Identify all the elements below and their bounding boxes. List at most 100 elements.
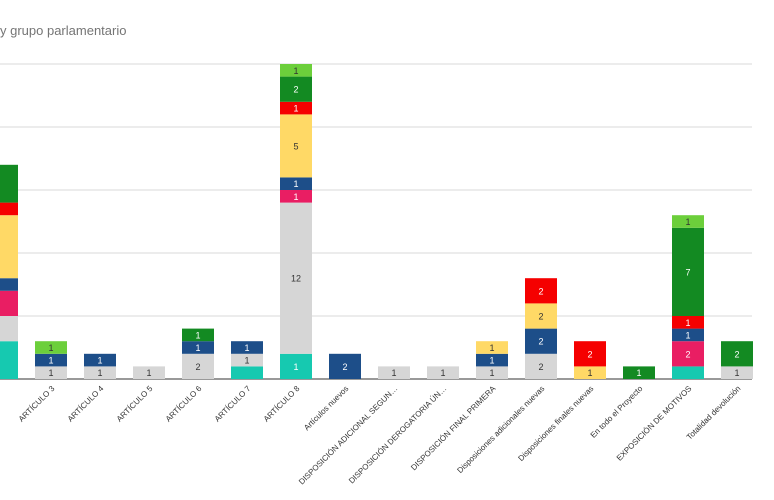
bar-segment (476, 353, 508, 367)
bar-segment (574, 341, 606, 367)
x-tick-label: Artículos nuevos (302, 384, 350, 432)
bar-segment (672, 316, 704, 329)
x-tick-label: En todo el Proyecto (589, 384, 645, 440)
bar-segment (0, 316, 18, 342)
bar-segment (0, 290, 18, 316)
bar-segment (231, 366, 263, 379)
x-tick-label: ARTÍCULO 6 (164, 384, 204, 424)
segment-label: 1 (489, 343, 494, 353)
bar-segment (0, 341, 18, 379)
bar-segment (329, 353, 361, 379)
segment-label: 1 (293, 179, 298, 189)
segment-label: 2 (293, 85, 298, 95)
segment-label: 1 (195, 343, 200, 353)
bar-segment (672, 341, 704, 367)
bar-segment (378, 366, 410, 379)
bar-segment (182, 341, 214, 354)
segment-label: 1 (97, 356, 102, 366)
bar-segment (0, 215, 18, 279)
segment-label: 2 (195, 362, 200, 372)
x-tick-label: DISPOSICIÓN ADICIONAL SEGUN… (297, 384, 399, 486)
bar-segment (721, 341, 753, 367)
bar-segment (280, 64, 312, 77)
segment-label: 1 (293, 66, 298, 76)
bar-segment (84, 353, 116, 367)
bar-segment (672, 328, 704, 342)
bar-segment (672, 215, 704, 228)
segment-label: 1 (685, 318, 690, 328)
x-tick-label: Totalidad devolución (685, 384, 743, 442)
x-tick-label: DISPOSICIÓN DEROGATORIA ÚN… (347, 384, 448, 485)
bar-segment (280, 101, 312, 115)
bar-segment (280, 190, 312, 203)
bar-segment (231, 341, 263, 354)
segment-label: 1 (97, 368, 102, 378)
x-tick-label: ARTÍCULO 8 (262, 384, 302, 424)
segment-label: 2 (538, 337, 543, 347)
bar-segment (280, 76, 312, 102)
segment-label: 1 (391, 368, 396, 378)
bar-segment (672, 227, 704, 316)
bar-segment (525, 303, 557, 329)
segment-label: 1 (587, 368, 592, 378)
segment-label: 2 (685, 349, 690, 359)
x-tick-label: ARTÍCULO 7 (213, 384, 253, 424)
segment-label: 2 (587, 349, 592, 359)
segment-label: 12 (291, 274, 301, 284)
segment-label: 2 (538, 286, 543, 296)
bar-segment (35, 353, 67, 367)
segment-label: 1 (48, 343, 53, 353)
bar-segment (525, 328, 557, 354)
x-tick-label: DISPOSICIÓN FINAL PRIMERA (409, 384, 498, 473)
segment-label: 1 (489, 368, 494, 378)
segment-label: 7 (685, 267, 690, 277)
segment-label: 2 (342, 362, 347, 372)
x-tick-label: ARTÍCULO 4 (66, 384, 106, 424)
bar-segment (525, 278, 557, 304)
bar-segment (0, 164, 18, 203)
bar-segment (280, 202, 312, 354)
segment-label: 1 (489, 356, 494, 366)
segment-label: 2 (734, 349, 739, 359)
bar-segment (84, 366, 116, 379)
segment-label: 1 (293, 362, 298, 372)
segment-label: 1 (734, 368, 739, 378)
segment-label: 1 (293, 192, 298, 202)
segment-label: 1 (685, 217, 690, 227)
bar-segment (35, 341, 67, 354)
bar-segment (525, 353, 557, 379)
segment-label: 1 (244, 343, 249, 353)
segment-label: 1 (293, 104, 298, 114)
bar-segment (133, 366, 165, 379)
segment-label: 5 (293, 141, 298, 151)
bar-segment (721, 366, 753, 379)
bar-segment (476, 366, 508, 379)
segment-label: 1 (440, 368, 445, 378)
bar-segment (0, 278, 18, 291)
bar-segment (231, 353, 263, 367)
bar-segment (672, 366, 704, 379)
segment-label: 1 (195, 330, 200, 340)
segment-label: 1 (48, 368, 53, 378)
segment-label: 1 (146, 368, 151, 378)
bar-segment (0, 202, 18, 216)
bar-segment (182, 353, 214, 379)
segment-label: 2 (538, 362, 543, 372)
segment-label: 1 (48, 356, 53, 366)
bar-segment (182, 328, 214, 342)
bar-segment (280, 177, 312, 190)
segment-label: 1 (685, 330, 690, 340)
segment-label: 1 (636, 368, 641, 378)
bar-segment (427, 366, 459, 379)
x-tick-label: ARTÍCULO 5 (115, 384, 155, 424)
segment-label: 2 (538, 312, 543, 322)
bar-segment (476, 341, 508, 354)
chart-title: y grupo parlamentario (0, 23, 127, 38)
bar-segment (623, 366, 655, 379)
bar-segment (35, 366, 67, 379)
x-tick-label: ARTÍCULO 3 (17, 384, 57, 424)
x-tick-label: Disposiciones adicionales nuevas (455, 384, 546, 475)
bar-segment (574, 366, 606, 379)
bar-segment (280, 353, 312, 379)
